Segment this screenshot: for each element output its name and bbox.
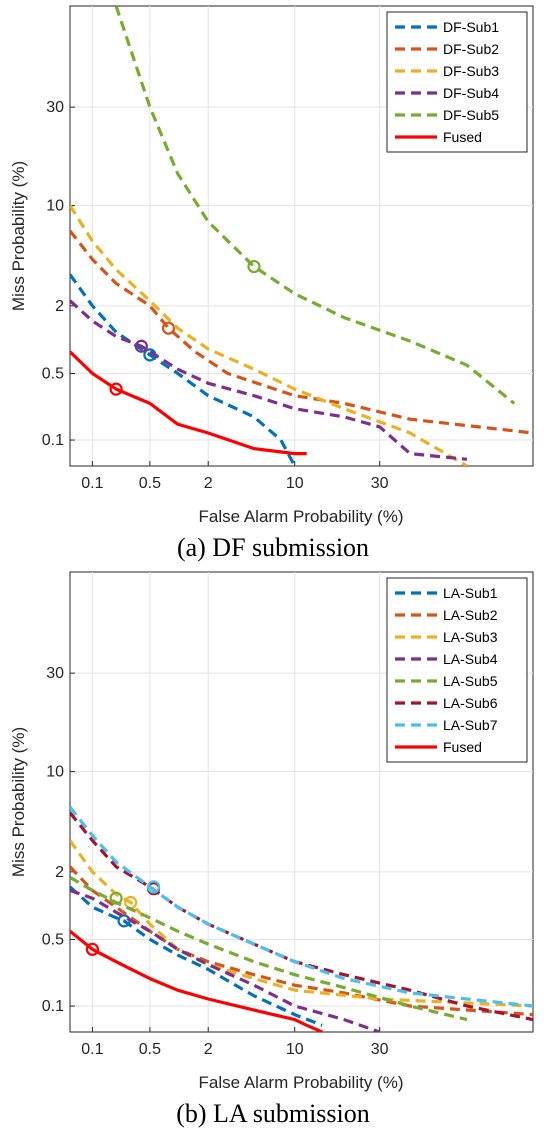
y-tick-label: 0.1 (42, 432, 64, 449)
series-lines (70, 806, 533, 1032)
operating-point-df-sub5 (247, 259, 261, 274)
x-tick-label: 0.5 (139, 475, 161, 492)
x-tick-label: 0.1 (81, 1041, 103, 1058)
series-line-fused (70, 929, 323, 1032)
y-tick-label: 10 (46, 764, 64, 781)
legend-label: DF-Sub3 (443, 63, 499, 79)
x-tick-label: 2 (204, 475, 213, 492)
x-tick-label: 2 (204, 1041, 213, 1058)
series-line-df-sub5 (114, 6, 516, 405)
x-tick-label: 10 (286, 475, 304, 492)
legend-label: DF-Sub4 (443, 85, 499, 101)
y-tick-label: 30 (46, 99, 64, 116)
legend-label: Fused (443, 129, 482, 145)
legend-box (386, 577, 528, 763)
y-tick-label: 0.1 (42, 998, 64, 1015)
legend-label: LA-Sub1 (443, 585, 498, 601)
y-tick-label: 0.5 (42, 365, 64, 382)
legend-box (386, 11, 528, 153)
y-tick-label: 10 (46, 198, 64, 215)
y-axis-label-la: Miss Probability (%) (9, 727, 28, 877)
legend-label: LA-Sub7 (443, 717, 498, 733)
series-line-la-sub1 (70, 885, 323, 1027)
x-axis-label-la: False Alarm Probability (%) (198, 1073, 403, 1092)
operating-point-df-sub4 (134, 339, 148, 353)
x-ticks-df: 0.1 0.5 2 10 30 (81, 461, 389, 492)
y-tick-label: 2 (55, 298, 64, 315)
y-ticks-la: 0.1 0.5 2 10 30 (42, 665, 75, 1015)
x-tick-label: 30 (371, 475, 389, 492)
series-la (70, 806, 533, 1032)
x-tick-label: 0.5 (139, 1041, 161, 1058)
series-line-df-sub3 (70, 204, 468, 466)
y-tick-label: 0.5 (42, 931, 64, 948)
series-line-df-sub4 (70, 299, 468, 461)
x-axis-label-df: False Alarm Probability (%) (198, 507, 403, 526)
legend-label: LA-Sub5 (443, 673, 498, 689)
series-line-la-sub2 (70, 865, 533, 1017)
grid-df (70, 6, 533, 466)
legend-label: LA-Sub3 (443, 629, 498, 645)
legend-label: LA-Sub2 (443, 607, 498, 623)
legend-label: Fused (443, 739, 482, 755)
x-tick-label: 10 (286, 1041, 304, 1058)
y-tick-label: 30 (46, 665, 64, 682)
operating-point-la-sub5 (109, 891, 123, 905)
operating-point-fused (109, 382, 123, 396)
x-tick-label: 30 (371, 1041, 389, 1058)
legend-label: DF-Sub2 (443, 41, 499, 57)
series-lines (70, 6, 533, 466)
legend-label: LA-Sub6 (443, 695, 498, 711)
series-line-la-sub4 (70, 888, 381, 1032)
legend-label: LA-Sub4 (443, 651, 498, 667)
series-line-la-sub7 (70, 806, 533, 1008)
series-line-la-sub3 (70, 839, 533, 1008)
x-tick-label: 0.1 (81, 475, 103, 492)
operating-point-fused (85, 942, 99, 956)
legend-la: LA-Sub1 LA-Sub2 LA-Sub3 LA-Sub4 LA-Sub5 LA-Su… (386, 577, 528, 763)
caption-df: (a) DF submission (177, 533, 369, 562)
y-axis-label-df: Miss Probability (%) (9, 161, 28, 311)
series-line-la-sub5 (70, 876, 468, 1022)
x-ticks-la: 0.1 0.5 2 10 30 (81, 1027, 389, 1058)
caption-la: (b) LA submission (176, 1099, 370, 1128)
legend-label: DF-Sub1 (443, 19, 499, 35)
grid-la (70, 572, 533, 1032)
series-line-df-sub2 (70, 229, 533, 435)
legend-label: DF-Sub5 (443, 107, 499, 123)
series-line-fused (70, 350, 307, 456)
legend-df: DF-Sub1 DF-Sub2 DF-Sub3 DF-Sub4 DF-Sub5 Fused (386, 11, 528, 153)
operating-point-la-sub7 (146, 880, 161, 894)
series-line-df-sub1 (70, 273, 297, 466)
operating-point-df-sub2 (161, 321, 176, 335)
y-ticks-df: 0.1 0.5 2 10 30 (42, 99, 75, 449)
y-tick-label: 2 (55, 864, 64, 881)
series-df (70, 6, 533, 466)
